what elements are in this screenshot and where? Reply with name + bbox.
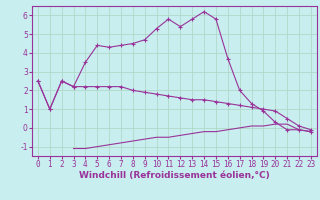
X-axis label: Windchill (Refroidissement éolien,°C): Windchill (Refroidissement éolien,°C) <box>79 171 270 180</box>
